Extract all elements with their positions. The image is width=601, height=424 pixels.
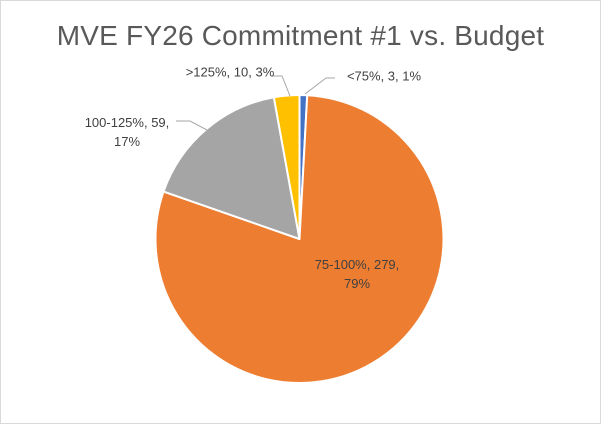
- data-label-gt-125: >125%, 10, 3%: [185, 64, 275, 80]
- data-label-lt-75: <75%, 3, 1%: [346, 68, 422, 84]
- chart-title: MVE FY26 Commitment #1 vs. Budget: [56, 20, 545, 51]
- pie-slice-gt-125[interactable]: [272, 94, 301, 240]
- leader-line-gt-125: [271, 75, 291, 97]
- data-label-75-100: 75-100%, 279, 79%: [314, 257, 400, 291]
- leader-line-100-125: [176, 120, 208, 131]
- leader-line-lt-75: [304, 77, 335, 95]
- data-label-100-125: 100-125%, 59, 17%: [84, 115, 170, 149]
